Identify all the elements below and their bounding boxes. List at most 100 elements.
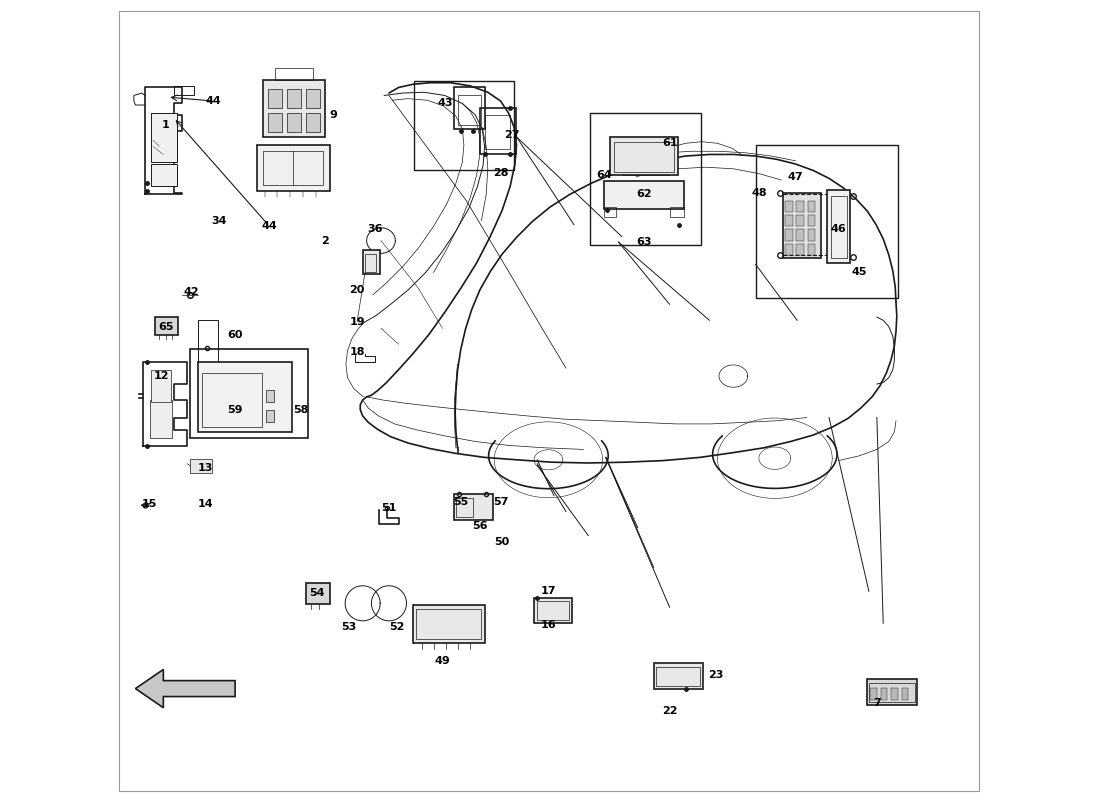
Text: 62: 62 [636,190,652,199]
Bar [459,94,481,125]
Bar [150,400,172,438]
Text: 42: 42 [184,287,199,298]
Text: 13: 13 [198,462,213,473]
Bar [263,151,322,185]
Bar [867,679,916,705]
Text: 20: 20 [350,285,365,295]
Bar [306,583,330,604]
Bar [807,201,815,212]
Text: 9: 9 [329,110,337,119]
Text: 36: 36 [367,223,383,234]
Bar [785,201,793,212]
Text: 47: 47 [788,172,803,182]
Bar [454,87,485,129]
Text: 54: 54 [309,588,324,598]
Text: 18: 18 [350,347,365,357]
Bar [275,67,314,79]
Bar [416,609,482,639]
Text: 55: 55 [453,497,469,507]
Text: 59: 59 [228,405,243,414]
Bar [266,410,274,422]
Bar [267,113,282,132]
Bar [902,688,908,700]
Bar [412,605,485,643]
Bar [263,79,326,137]
Bar [535,598,572,623]
Text: 46: 46 [830,223,847,234]
Bar [785,230,793,241]
Text: 60: 60 [228,330,243,340]
Bar [796,215,804,226]
Bar [796,230,804,241]
Text: 27: 27 [504,130,519,140]
Text: 1: 1 [162,120,169,130]
Bar [785,215,793,226]
Bar [306,89,320,108]
Text: 58: 58 [294,405,309,414]
Text: 56: 56 [472,521,487,531]
Bar [363,250,381,274]
Bar [266,390,274,402]
Bar [152,370,172,402]
Bar [415,81,514,170]
Bar [756,145,898,298]
Text: 51: 51 [382,502,397,513]
Text: 22: 22 [662,706,678,716]
Text: 19: 19 [350,317,365,327]
Bar [152,164,177,186]
Bar [796,201,804,212]
Bar [656,667,700,686]
Text: 17: 17 [541,586,557,596]
Bar [287,113,301,132]
Text: 34: 34 [211,216,227,226]
Text: 49: 49 [434,657,450,666]
Bar [198,320,218,362]
Bar [256,145,330,191]
Bar [785,244,793,255]
Text: 48: 48 [751,188,767,198]
Bar [807,244,815,255]
Text: 65: 65 [158,322,174,332]
Polygon shape [135,670,235,708]
Bar [604,181,684,209]
Text: 16: 16 [540,620,557,630]
Text: 15: 15 [142,498,157,509]
Bar [198,362,292,432]
Text: 7: 7 [873,698,881,708]
Bar [783,193,821,258]
Text: 45: 45 [851,267,867,278]
Text: 2: 2 [321,235,329,246]
Bar [870,688,877,700]
Bar [653,663,703,689]
Bar [189,349,308,438]
Text: 63: 63 [636,237,652,247]
Bar [202,373,262,427]
Text: 28: 28 [493,168,508,178]
Text: 14: 14 [198,498,213,509]
Bar [614,142,673,172]
Bar [155,317,178,334]
Bar [891,688,898,700]
Bar [796,244,804,255]
Text: 53: 53 [341,622,356,632]
Bar [287,89,301,108]
Bar [485,115,510,149]
Bar [807,215,815,226]
Bar [365,254,376,272]
Text: 44: 44 [262,222,277,231]
Bar [455,498,473,517]
Text: 61: 61 [662,138,678,148]
Bar [454,494,493,519]
Bar [830,196,847,258]
Bar [537,601,569,620]
Bar [869,683,915,702]
Text: 44: 44 [206,96,221,106]
Text: 23: 23 [708,670,724,680]
Bar [152,113,177,162]
Text: 43: 43 [437,98,452,109]
Text: 64: 64 [596,170,612,180]
Bar [306,113,320,132]
Bar [189,459,212,474]
Bar [881,688,888,700]
Text: 12: 12 [153,371,168,381]
